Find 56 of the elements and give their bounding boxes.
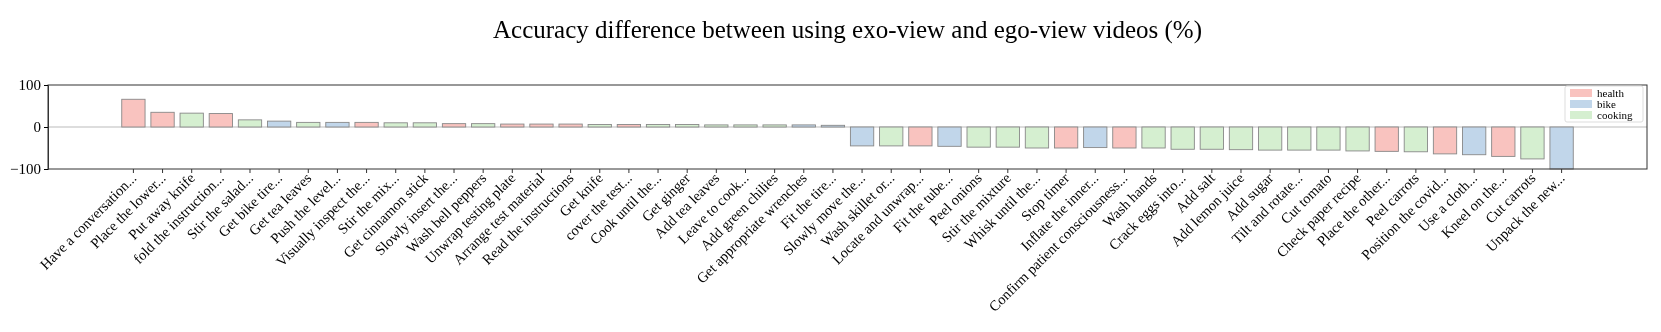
bar xyxy=(995,126,1020,148)
bar xyxy=(121,98,146,128)
bar xyxy=(1258,126,1283,151)
bar xyxy=(237,119,263,128)
y-tick-label: 0 xyxy=(33,119,41,136)
bar xyxy=(208,113,233,128)
bar xyxy=(1112,126,1137,149)
bar xyxy=(908,126,933,147)
bar xyxy=(879,126,904,147)
bar xyxy=(267,120,292,128)
bar xyxy=(1199,126,1224,150)
bar xyxy=(587,124,612,128)
bar xyxy=(1083,126,1108,149)
bar xyxy=(1228,126,1254,151)
bar xyxy=(296,121,321,128)
bar xyxy=(1287,126,1312,151)
bar xyxy=(529,123,554,128)
bar xyxy=(1520,126,1545,160)
bar xyxy=(412,122,437,128)
bar xyxy=(1403,126,1428,153)
bar xyxy=(471,123,496,128)
bar xyxy=(500,123,525,128)
bar xyxy=(966,126,991,148)
bar xyxy=(616,124,642,128)
bar xyxy=(325,121,350,128)
bar xyxy=(558,123,583,128)
bar xyxy=(733,124,758,128)
bar xyxy=(645,124,671,128)
bar xyxy=(937,126,962,147)
bar xyxy=(1170,126,1195,150)
bar xyxy=(1024,126,1050,149)
legend-label: cooking xyxy=(1597,108,1633,121)
legend-label: health xyxy=(1597,86,1625,99)
bar xyxy=(762,124,787,128)
legend-label: bike xyxy=(1597,97,1617,110)
bar xyxy=(1345,126,1370,152)
bar xyxy=(675,124,700,128)
bar xyxy=(354,121,379,128)
bar xyxy=(1462,126,1487,156)
y-tick-label: −100 xyxy=(10,161,41,178)
bar xyxy=(1491,126,1516,157)
bar xyxy=(704,124,729,128)
y-tick-label: 100 xyxy=(18,77,41,94)
bar xyxy=(1432,126,1458,155)
bar xyxy=(1549,126,1574,170)
bar xyxy=(441,123,467,128)
bar xyxy=(1316,126,1341,151)
bar xyxy=(849,126,875,147)
bar xyxy=(1374,126,1399,152)
bar xyxy=(179,112,204,128)
bar xyxy=(1141,126,1166,149)
bar xyxy=(383,122,408,128)
chart-title: Accuracy difference between using exo-view and ego-view videos (%) xyxy=(493,16,1202,44)
bar xyxy=(1053,126,1079,149)
bar xyxy=(791,124,816,128)
bar xyxy=(150,111,175,128)
